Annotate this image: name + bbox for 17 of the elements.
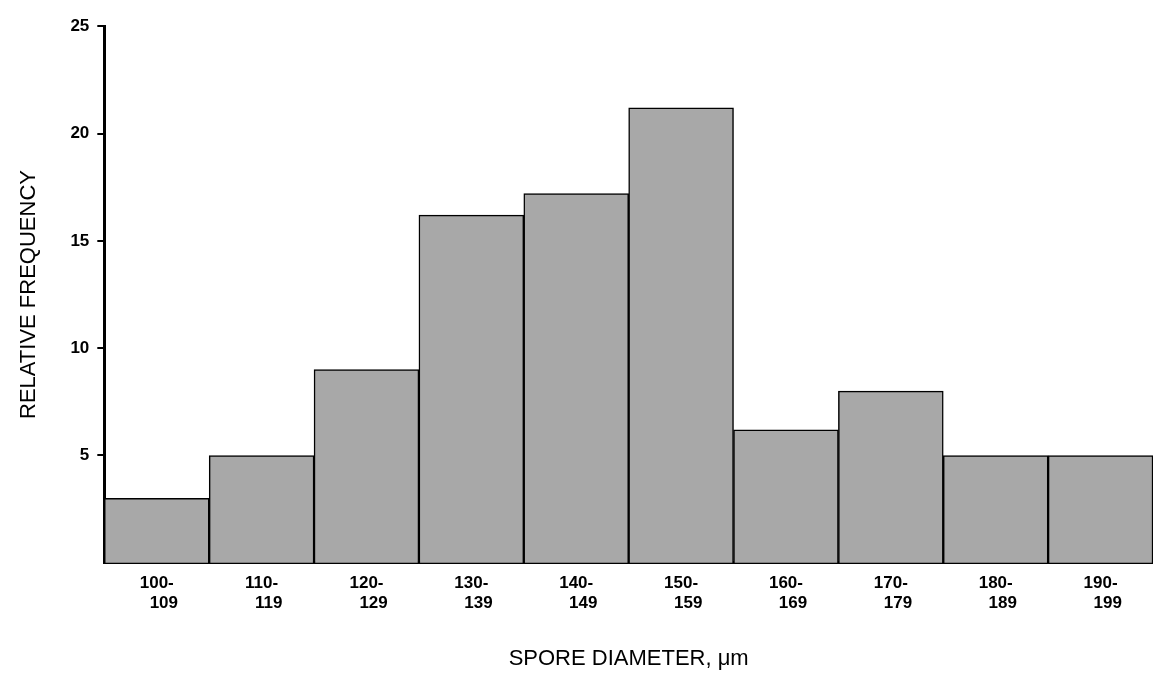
x-tick-label: 110-119 [240,572,283,613]
y-axis-title: RELATIVE FREQUENCY [15,169,41,419]
x-tick-label: 160-169 [764,572,808,613]
x-tick-label: 130-139 [450,572,493,613]
x-tick-label: 150-159 [659,572,703,613]
x-tick-label: 170-179 [869,572,913,613]
x-tick-label: 100-109 [135,572,179,613]
y-tick-label: 20 [70,123,90,143]
y-tick-label: 5 [79,445,90,465]
x-tick-label: 190-199 [1079,572,1122,613]
y-tick-label: 25 [70,15,90,35]
x-tick-label: 120-129 [345,572,388,613]
x-axis-title: SPORE DIAMETER, μm [508,644,749,670]
y-tick-label: 10 [70,337,90,357]
x-tick-label: 180-189 [974,572,1017,613]
x-tick-label: 140-149 [554,572,598,613]
y-tick-label: 15 [70,230,90,250]
